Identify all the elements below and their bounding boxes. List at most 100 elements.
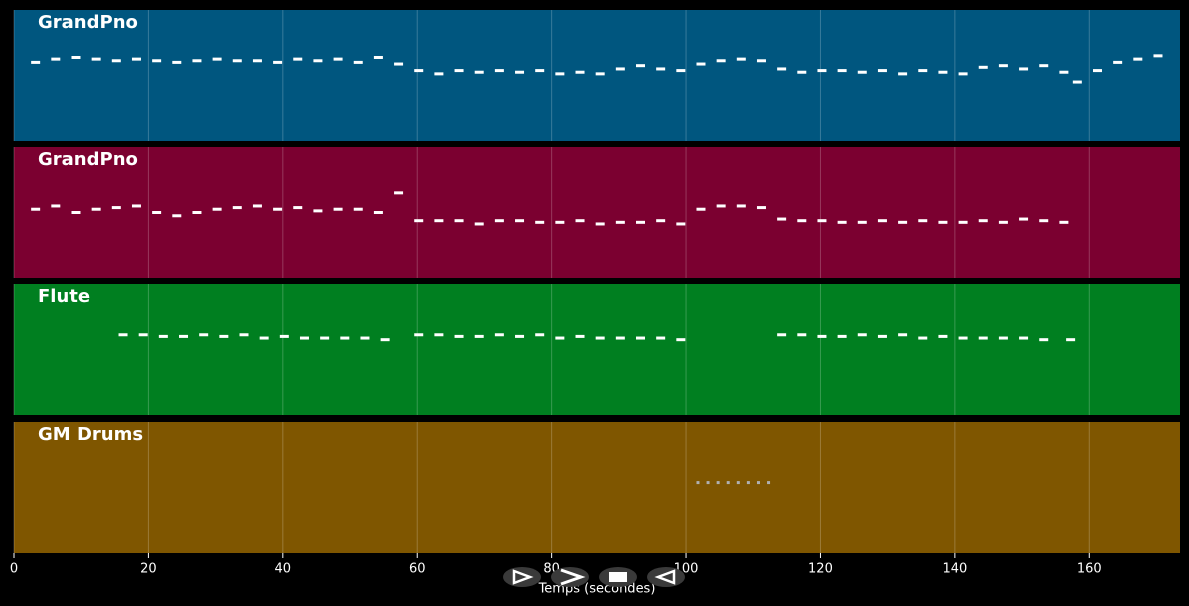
note	[898, 72, 908, 76]
note	[595, 222, 605, 226]
note	[535, 69, 545, 73]
note	[474, 70, 484, 74]
x-tick-label: 20	[140, 562, 157, 577]
note	[777, 67, 787, 71]
note	[857, 70, 867, 74]
note	[515, 334, 525, 338]
note	[958, 72, 968, 76]
note	[111, 206, 121, 210]
note	[676, 69, 686, 73]
note	[71, 55, 81, 59]
note	[91, 207, 101, 211]
note	[91, 57, 101, 61]
stop-button[interactable]	[599, 567, 637, 587]
track-panel	[14, 284, 1180, 415]
note	[232, 206, 242, 210]
note	[31, 207, 41, 211]
note	[172, 214, 182, 218]
note	[918, 219, 928, 223]
note	[414, 333, 424, 337]
note	[1039, 219, 1049, 223]
note	[192, 211, 202, 214]
note	[333, 57, 343, 61]
note	[212, 207, 222, 211]
note	[998, 336, 1008, 340]
note	[595, 336, 605, 340]
track-panel	[14, 422, 1180, 553]
note	[1072, 80, 1082, 84]
note	[978, 219, 988, 223]
note	[293, 206, 303, 210]
player-controls	[503, 567, 685, 587]
note	[152, 211, 162, 214]
note	[817, 334, 827, 338]
note	[414, 69, 424, 73]
note	[797, 70, 807, 74]
note	[575, 334, 585, 338]
track-panel	[14, 147, 1180, 278]
note	[454, 219, 464, 223]
note	[656, 67, 666, 71]
note	[373, 211, 383, 214]
x-axis-label: Temps (secondes)	[538, 582, 656, 597]
note	[837, 69, 847, 73]
note	[1019, 336, 1029, 340]
note	[380, 338, 390, 342]
play-button[interactable]	[503, 567, 541, 587]
note	[535, 333, 545, 337]
note	[615, 67, 625, 71]
note	[797, 219, 807, 223]
note	[777, 333, 787, 337]
note	[696, 207, 706, 211]
note	[877, 69, 887, 73]
note	[333, 207, 343, 211]
x-tick-label: 160	[1077, 562, 1102, 577]
note	[138, 333, 148, 337]
note	[434, 219, 444, 223]
note	[1133, 57, 1143, 61]
note	[279, 334, 289, 338]
note	[373, 55, 383, 59]
forward-button[interactable]	[551, 567, 589, 587]
note	[837, 334, 847, 338]
note	[636, 220, 646, 224]
note	[360, 336, 370, 340]
note	[857, 333, 867, 337]
note	[1113, 60, 1123, 64]
note	[998, 64, 1008, 68]
track-name: Flute	[38, 286, 90, 307]
note	[131, 57, 141, 61]
note	[152, 59, 162, 63]
note	[51, 204, 61, 208]
note	[998, 220, 1008, 224]
note	[219, 334, 229, 338]
note	[696, 481, 700, 485]
note	[898, 333, 908, 337]
x-tick-label: 0	[10, 562, 18, 577]
note	[1092, 69, 1102, 73]
note	[199, 333, 209, 337]
note	[726, 481, 730, 485]
note	[1019, 217, 1029, 221]
note	[797, 333, 807, 337]
note	[716, 481, 720, 485]
note	[1066, 338, 1076, 342]
note	[555, 72, 565, 76]
note	[494, 219, 504, 223]
back-button[interactable]	[647, 567, 685, 587]
note	[259, 336, 269, 340]
note	[320, 336, 330, 340]
note	[918, 336, 928, 340]
note	[706, 481, 710, 485]
note	[676, 222, 686, 226]
note	[817, 69, 827, 73]
note	[777, 217, 787, 221]
track-name: GM Drums	[38, 424, 143, 445]
note	[898, 220, 908, 224]
note	[1153, 54, 1163, 58]
note	[179, 334, 189, 338]
note	[172, 60, 182, 64]
note	[474, 222, 484, 226]
note	[636, 64, 646, 68]
